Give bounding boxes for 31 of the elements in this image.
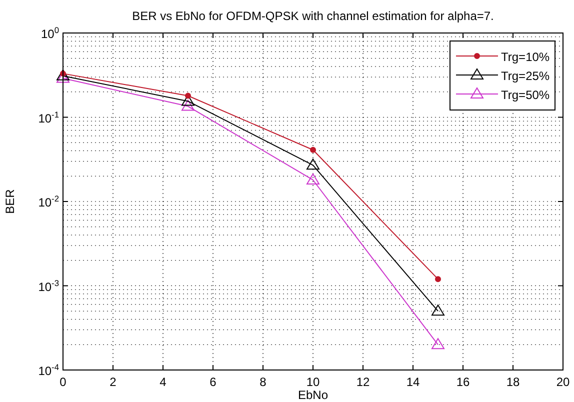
point <box>432 304 444 316</box>
chart-title: BER vs EbNo for OFDM-QPSK with channel estimation for alpha=7. <box>132 9 494 23</box>
legend-label: Trg=50% <box>501 88 550 102</box>
point <box>306 158 320 170</box>
point <box>182 100 194 111</box>
legend-label: Trg=10% <box>501 50 550 64</box>
x-tick-label: 12 <box>356 375 370 389</box>
x-tick-label: 0 <box>60 375 67 389</box>
x-axis-title: EbNo <box>298 388 328 402</box>
x-tick-label: 6 <box>210 375 217 389</box>
x-tick-label: 14 <box>406 375 420 389</box>
point <box>306 173 320 184</box>
point <box>56 69 70 80</box>
y-tick-label: 10$^{-2}$ <box>38 194 60 210</box>
x-tick-label: 4 <box>160 375 167 389</box>
y-axis-title: BER <box>3 188 17 214</box>
x-tick-label: 20 <box>556 375 570 389</box>
point <box>310 146 316 153</box>
x-tick-label: 10 <box>306 375 320 389</box>
x-tick-label: 2 <box>110 375 117 389</box>
point <box>185 92 191 99</box>
point <box>432 338 444 350</box>
y-tick-label: 10$^{0}$ <box>40 25 60 41</box>
legend-label: Trg=25% <box>501 69 550 83</box>
y-tick-label: 10$^{-3}$ <box>38 278 60 294</box>
x-tick-label: 16 <box>456 375 470 389</box>
point <box>435 276 441 282</box>
x-tick-label: 18 <box>506 375 520 389</box>
y-tick-label: 10$^{-1}$ <box>38 109 60 126</box>
y-tick-label: 10$^{-4}$ <box>38 362 60 378</box>
x-tick-label: 8 <box>260 375 267 389</box>
